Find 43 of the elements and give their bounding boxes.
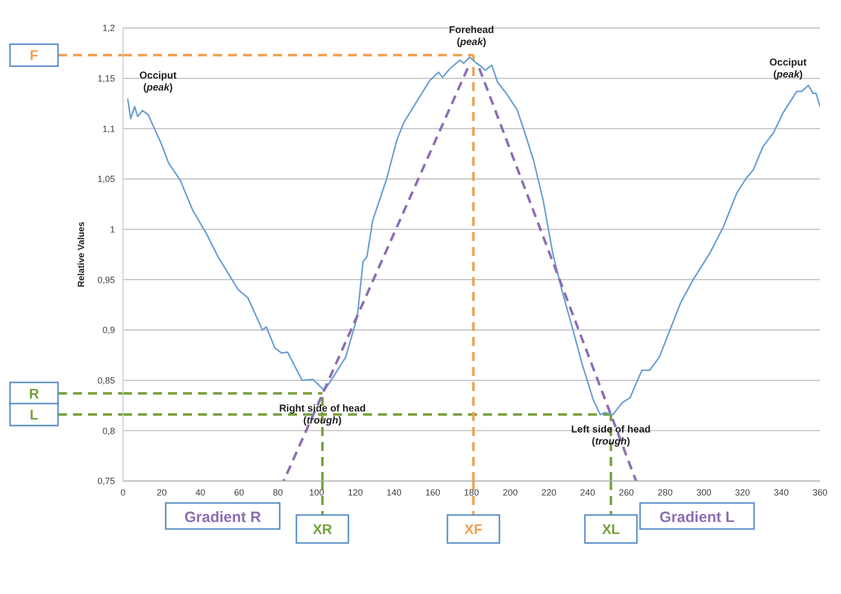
y-tick-label: 0,95	[97, 274, 115, 285]
ref-line-label: XR	[312, 521, 332, 537]
text: Gradient L	[660, 509, 735, 526]
x-tick-label: 360	[812, 487, 828, 498]
annotation: Right side of head (trough)	[279, 403, 366, 426]
ref-line-label: XF	[464, 521, 483, 537]
x-tick-label: 100	[309, 487, 324, 498]
y-tick-label: 1,05	[97, 174, 115, 184]
x-tick-label: 60	[234, 487, 244, 498]
x-tick-label: 260	[618, 487, 634, 498]
x-tick-label: 160	[425, 487, 440, 498]
x-tick-label: 340	[774, 487, 789, 498]
text: Gradient R	[184, 509, 262, 526]
x-tick-label: 120	[348, 487, 363, 498]
y-tick-label: 1	[110, 224, 115, 235]
ref-line-label: R	[28, 385, 40, 402]
annotation: Occiput (peak)	[139, 70, 178, 94]
x-tick-label: 180	[464, 487, 480, 498]
x-tick-label: 280	[658, 487, 673, 498]
x-tick-label: 80	[272, 487, 283, 498]
x-tick-label: 40	[195, 487, 206, 498]
annotation: Occiput (peak)	[769, 57, 808, 80]
y-tick-label: 0,85	[97, 376, 115, 386]
ref-line-label: XL	[602, 521, 620, 537]
ref-line-label: F	[30, 47, 39, 64]
y-tick-label: 0,8	[102, 426, 115, 436]
line-series	[126, 56, 820, 416]
y-axis-title: Relative Values	[76, 222, 86, 288]
y-tick-label: 0,75	[97, 476, 115, 486]
y-tick-label: 0,9	[102, 325, 115, 336]
x-tick-label: 140	[386, 487, 402, 498]
y-tick-label: 1,15	[97, 74, 115, 84]
x-tick-label: 200	[502, 487, 518, 498]
y-tick-label: 1,1	[102, 124, 115, 134]
x-tick-label: 240	[580, 487, 596, 498]
x-tick-label: 220	[541, 487, 556, 498]
y-tick-label: 1,2	[102, 23, 115, 34]
x-tick-label: 0	[120, 487, 126, 498]
ref-line-label: L	[30, 406, 39, 423]
annotation: Forehead (peak)	[448, 25, 494, 48]
x-tick-label: 300	[696, 487, 712, 498]
x-tick-label: 320	[735, 487, 750, 498]
x-tick-label: 20	[156, 487, 167, 498]
